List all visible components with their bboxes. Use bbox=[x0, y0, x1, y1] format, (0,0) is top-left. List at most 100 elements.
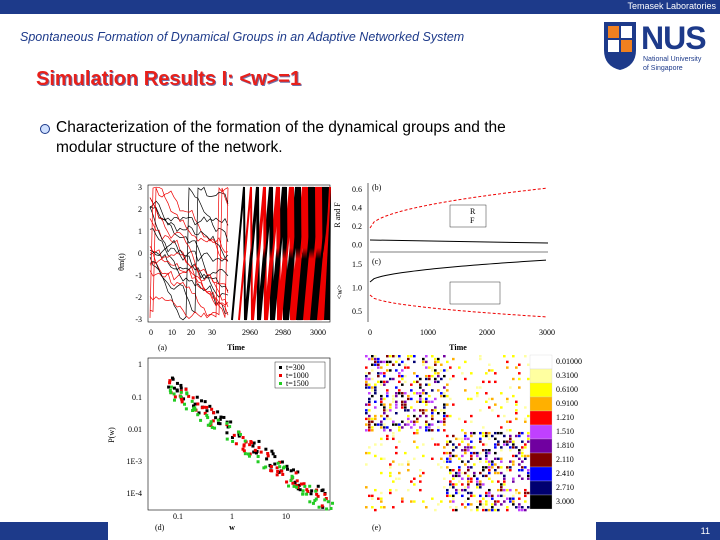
point bbox=[257, 446, 261, 450]
cell bbox=[476, 400, 479, 403]
cell bbox=[461, 454, 464, 458]
cell bbox=[383, 403, 386, 406]
cell bbox=[386, 360, 389, 364]
point bbox=[210, 407, 214, 411]
point bbox=[280, 460, 284, 464]
cell bbox=[374, 363, 377, 366]
point bbox=[290, 474, 294, 478]
color-swatch bbox=[529, 452, 553, 468]
cell bbox=[482, 474, 485, 478]
cell bbox=[464, 471, 467, 475]
cell bbox=[473, 454, 476, 458]
cell bbox=[395, 369, 398, 372]
cell bbox=[494, 400, 497, 403]
point bbox=[185, 392, 189, 396]
cell bbox=[485, 400, 488, 403]
cell bbox=[479, 486, 482, 489]
cell bbox=[458, 508, 461, 512]
cell bbox=[425, 383, 428, 386]
cell bbox=[491, 497, 494, 500]
cell bbox=[374, 414, 377, 418]
cell bbox=[419, 386, 422, 389]
cell bbox=[455, 463, 458, 466]
cell bbox=[464, 434, 467, 438]
bullet-text: Characterization of the formation of the… bbox=[56, 119, 506, 136]
cell bbox=[437, 463, 440, 466]
curve bbox=[149, 251, 229, 315]
point bbox=[253, 448, 257, 452]
tick-label: -1 bbox=[135, 271, 142, 280]
crest bbox=[604, 22, 636, 70]
cell bbox=[401, 394, 404, 398]
cell bbox=[431, 374, 434, 378]
point bbox=[273, 462, 277, 466]
cell bbox=[410, 420, 413, 423]
cell bbox=[509, 420, 512, 423]
point bbox=[270, 469, 274, 473]
point bbox=[264, 447, 268, 451]
point bbox=[167, 385, 171, 389]
cell bbox=[497, 508, 500, 512]
cell bbox=[374, 409, 377, 412]
cell bbox=[449, 460, 452, 463]
cell bbox=[431, 369, 434, 372]
cell bbox=[479, 451, 482, 455]
cell bbox=[518, 474, 521, 478]
cell bbox=[452, 483, 455, 486]
point bbox=[275, 473, 279, 477]
cell bbox=[515, 446, 518, 449]
cell bbox=[446, 488, 449, 492]
cell bbox=[452, 374, 455, 378]
point bbox=[229, 420, 233, 424]
cell bbox=[434, 406, 437, 409]
cell bbox=[425, 400, 428, 403]
cell bbox=[509, 434, 512, 438]
point bbox=[270, 449, 274, 453]
point bbox=[216, 421, 220, 425]
cell bbox=[443, 460, 446, 463]
cell bbox=[371, 386, 374, 389]
cell bbox=[404, 366, 407, 369]
cell bbox=[494, 431, 497, 435]
cell bbox=[476, 409, 479, 412]
cell bbox=[482, 497, 485, 500]
cell bbox=[491, 449, 494, 452]
cell bbox=[392, 434, 395, 438]
cell bbox=[485, 451, 488, 455]
cell bbox=[371, 420, 374, 423]
point bbox=[218, 417, 222, 421]
cell bbox=[467, 460, 470, 463]
cell bbox=[425, 423, 428, 426]
cell bbox=[380, 457, 383, 460]
cell bbox=[371, 377, 374, 381]
cell bbox=[512, 463, 515, 466]
cell bbox=[497, 500, 500, 503]
cell bbox=[422, 360, 425, 364]
point bbox=[252, 441, 256, 445]
cell bbox=[374, 417, 377, 421]
cell bbox=[365, 486, 368, 489]
cell bbox=[380, 471, 383, 475]
cell bbox=[506, 466, 509, 469]
cell bbox=[383, 423, 386, 426]
cell bbox=[386, 426, 389, 429]
cell bbox=[380, 366, 383, 369]
curve bbox=[149, 248, 229, 292]
cell bbox=[434, 420, 437, 423]
color-swatch bbox=[529, 354, 553, 370]
cell bbox=[419, 397, 422, 401]
cell bbox=[491, 466, 494, 469]
cell bbox=[452, 403, 455, 406]
cell bbox=[482, 392, 485, 395]
cell bbox=[368, 414, 371, 418]
cell bbox=[407, 488, 410, 492]
cell bbox=[527, 494, 530, 498]
cell bbox=[470, 372, 473, 375]
tick-label: 0.1 bbox=[132, 393, 142, 402]
cell bbox=[515, 488, 518, 492]
cell bbox=[473, 409, 476, 412]
point bbox=[302, 482, 306, 486]
axis-label: <w> bbox=[335, 284, 344, 299]
cell bbox=[392, 400, 395, 403]
cell bbox=[521, 451, 524, 455]
